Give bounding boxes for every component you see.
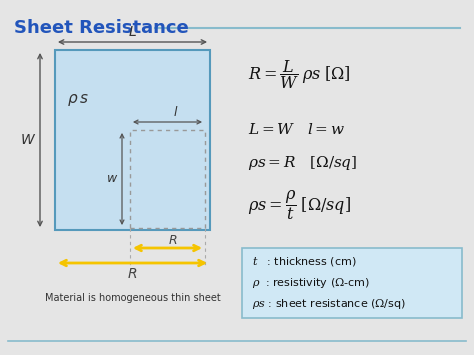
Text: $W$: $W$ bbox=[20, 133, 36, 147]
Text: $l$: $l$ bbox=[173, 105, 178, 119]
Text: Material is homogeneous thin sheet: Material is homogeneous thin sheet bbox=[45, 293, 220, 303]
Bar bbox=[55, 50, 210, 230]
Bar bbox=[130, 130, 205, 228]
Text: $\rho s$ : sheet resistance ($\Omega$/sq): $\rho s$ : sheet resistance ($\Omega$/sq… bbox=[252, 297, 406, 311]
Text: $t\;$  : thickness (cm): $t\;$ : thickness (cm) bbox=[252, 256, 356, 268]
Text: $\rho\, s$: $\rho\, s$ bbox=[67, 92, 89, 108]
Text: $L = W \quad l = w$: $L = W \quad l = w$ bbox=[248, 122, 345, 137]
Text: $\rho\;$ : resistivity ($\Omega$-cm): $\rho\;$ : resistivity ($\Omega$-cm) bbox=[252, 276, 370, 290]
Text: Sheet Resistance: Sheet Resistance bbox=[14, 19, 189, 37]
Text: $R$: $R$ bbox=[128, 267, 137, 281]
Bar bbox=[242, 248, 462, 318]
Text: $R$: $R$ bbox=[168, 234, 177, 246]
Text: $R = \dfrac{L}{W}\;\rho s\;[\Omega]$: $R = \dfrac{L}{W}\;\rho s\;[\Omega]$ bbox=[248, 59, 351, 92]
Text: $\rho s = \dfrac{\rho}{t}\;[\Omega / sq]$: $\rho s = \dfrac{\rho}{t}\;[\Omega / sq]… bbox=[248, 188, 351, 222]
Text: $w$: $w$ bbox=[106, 173, 118, 186]
Text: $\rho s = R \quad [\Omega / sq]$: $\rho s = R \quad [\Omega / sq]$ bbox=[248, 154, 357, 172]
Text: $L$: $L$ bbox=[128, 25, 137, 39]
